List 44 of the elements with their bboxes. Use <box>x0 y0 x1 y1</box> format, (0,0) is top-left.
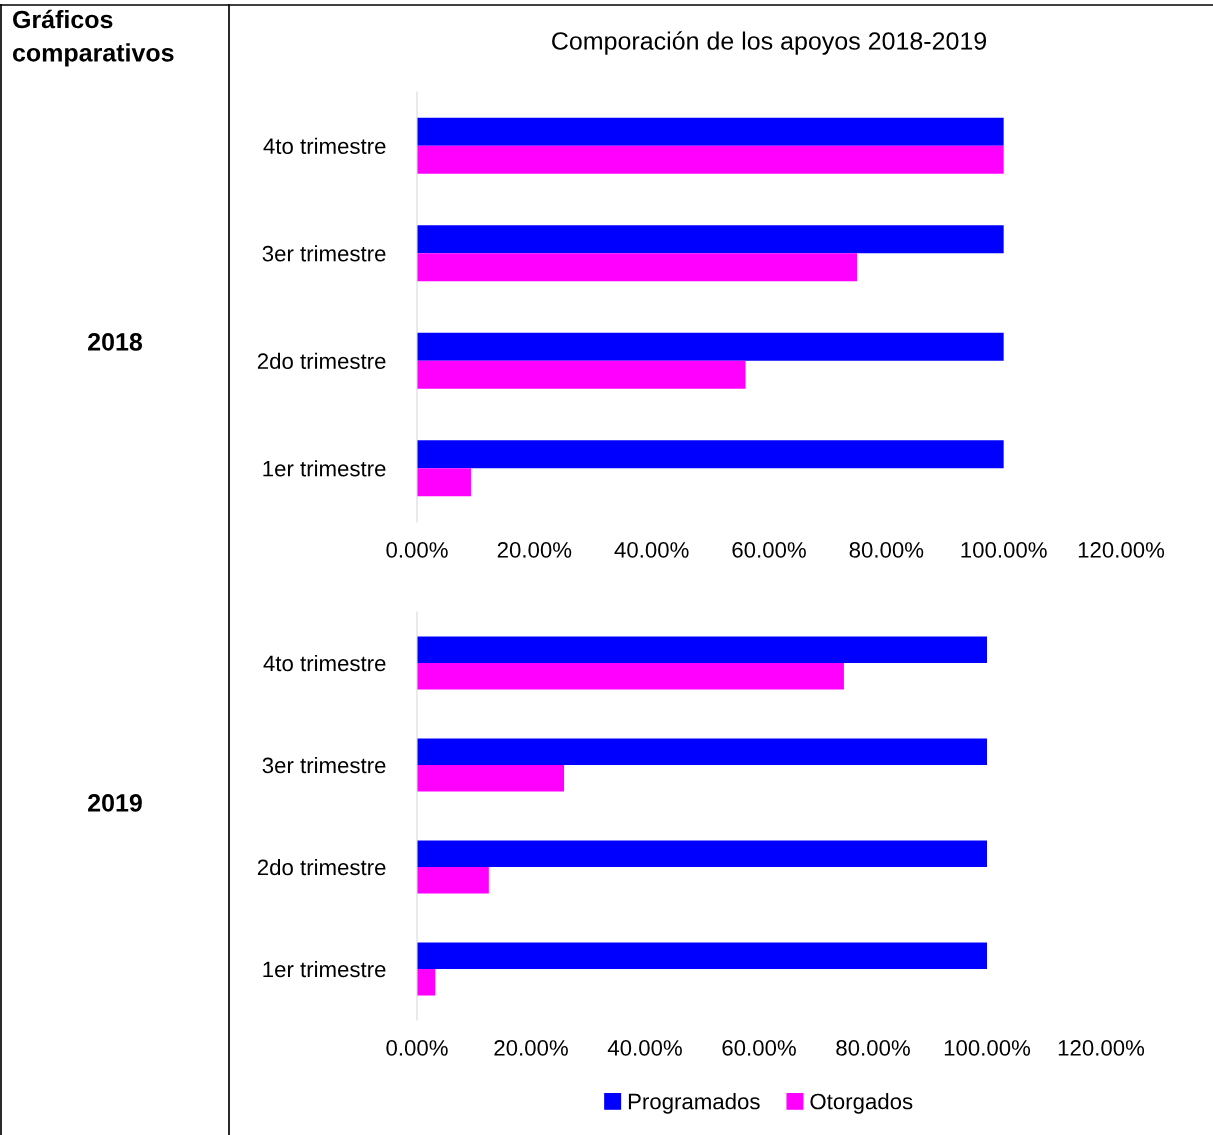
x-tick-label: 120.00% <box>1058 1040 1145 1056</box>
bar <box>417 117 1004 146</box>
bar <box>417 765 565 792</box>
x-tick-label: 20.00% <box>494 1040 568 1056</box>
text: 2018 <box>88 333 143 351</box>
bar <box>417 145 1004 174</box>
y-tick-label: 4to trimestre <box>263 654 386 672</box>
bar <box>417 867 489 894</box>
x-tick-label: 100.00% <box>944 1040 1031 1056</box>
x-tick-label: 60.00% <box>732 542 806 558</box>
x-tick-label: 40.00% <box>607 1040 682 1056</box>
bar <box>417 636 987 663</box>
x-tick-label: 20.00% <box>497 542 572 558</box>
y-tick-label: 1er trimestre <box>263 960 386 978</box>
bar <box>417 360 746 389</box>
bar <box>417 225 1004 254</box>
x-tick-label: 60.00% <box>722 1040 796 1056</box>
x-tick-label: 100.00% <box>961 542 1047 558</box>
text: 2019 <box>88 794 142 812</box>
y-tick-label: 1er trimestre <box>263 460 386 477</box>
x-tick-label: 80.00% <box>836 1040 910 1056</box>
x-tick-label: 120.00% <box>1078 542 1165 558</box>
x-tick-label: 0.00% <box>386 542 448 558</box>
bar <box>417 253 857 282</box>
x-tick-label: 40.00% <box>614 542 689 558</box>
chart-title: Comporación de los apoyos 2018-2019 <box>552 31 987 55</box>
bar <box>417 969 436 996</box>
bar <box>417 738 987 765</box>
y-tick-label: 4to trimestre <box>263 137 386 155</box>
legend-label: Otorgados <box>810 1093 913 1114</box>
y-tick-label: 3er trimestre <box>262 756 386 774</box>
text: Gráficos comparativos <box>12 9 174 67</box>
bar <box>417 440 1004 469</box>
y-tick-label: 3er trimestre <box>262 245 386 262</box>
y-tick-label: 2do trimestre <box>257 858 386 876</box>
bar <box>417 332 1004 361</box>
bar <box>417 942 987 969</box>
bar <box>417 663 844 690</box>
y-tick-label: 2do trimestre <box>257 352 386 370</box>
x-tick-label: 80.00% <box>849 542 924 558</box>
bar <box>417 840 987 867</box>
bar <box>417 468 471 497</box>
x-tick-label: 0.00% <box>386 1040 448 1056</box>
legend-label: Programados <box>628 1093 760 1114</box>
